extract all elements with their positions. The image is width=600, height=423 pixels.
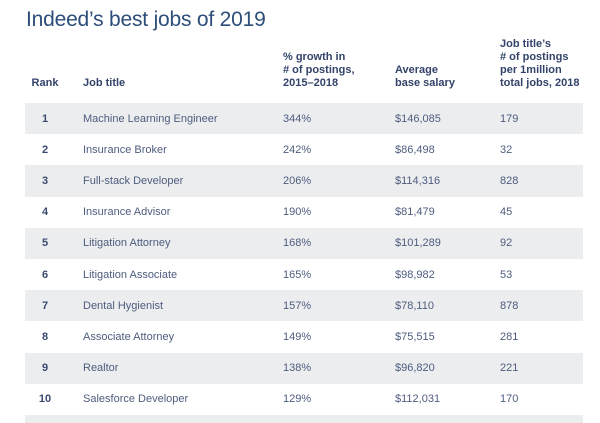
table-header-row: Rank Job title % growth in # of postings… <box>25 36 583 90</box>
table-row: 4 Insurance Advisor 190% $81,479 45 <box>25 197 583 228</box>
cell-postings: 221 <box>500 362 519 375</box>
cell-job-title: Dental Hygienist <box>83 299 164 312</box>
cell-growth: 129% <box>283 393 312 406</box>
cell-growth: 344% <box>283 112 312 125</box>
table-row: 3 Full-stack Developer 206% $114,316 828 <box>25 165 583 197</box>
cell-job-title: Machine Learning Engineer <box>83 112 218 125</box>
cell-salary: $75,515 <box>395 330 435 343</box>
cell-postings: 878 <box>500 299 519 312</box>
cell-growth: 206% <box>283 174 312 187</box>
cell-postings: 45 <box>500 206 513 219</box>
cell-job-title: Litigation Associate <box>83 268 178 281</box>
column-header-job-title: Job title <box>83 77 126 89</box>
table-row-partial <box>25 414 583 423</box>
cell-rank: 3 <box>41 174 49 187</box>
cell-job-title: Insurance Broker <box>83 143 167 156</box>
cell-salary: $81,479 <box>395 206 435 219</box>
cell-postings: 53 <box>500 268 513 281</box>
page-title: Indeed’s best jobs of 2019 <box>26 8 266 31</box>
cell-postings: 32 <box>500 143 513 156</box>
cell-salary: $101,289 <box>395 237 441 250</box>
column-header-postings: Job title’s # of postings per 1million t… <box>500 38 580 89</box>
cell-salary: $96,820 <box>395 362 435 375</box>
cell-job-title: Associate Attorney <box>83 330 175 343</box>
table-body: 1 Machine Learning Engineer 344% $146,08… <box>25 103 583 423</box>
cell-growth: 242% <box>283 143 312 156</box>
cell-salary: $112,031 <box>395 393 441 406</box>
cell-postings: 92 <box>500 237 513 250</box>
cell-rank: 7 <box>41 299 49 312</box>
cell-postings: 828 <box>500 174 519 187</box>
cell-salary: $78,110 <box>395 299 434 312</box>
column-header-growth: % growth in # of postings, 2015–2018 <box>283 51 355 89</box>
cell-rank: 1 <box>41 112 49 125</box>
cell-salary: $146,085 <box>395 112 441 125</box>
cell-growth: 157% <box>283 299 312 312</box>
cell-rank: 6 <box>41 268 49 281</box>
cell-rank: 9 <box>41 362 49 375</box>
cell-job-title: Insurance Advisor <box>83 206 171 219</box>
cell-job-title: Salesforce Developer <box>83 393 189 406</box>
cell-rank: 10 <box>38 393 52 406</box>
cell-job-title: Realtor <box>83 362 119 375</box>
column-header-salary: Average base salary <box>395 64 455 89</box>
cell-growth: 190% <box>283 206 312 219</box>
table-row: 9 Realtor 138% $96,820 221 <box>25 352 583 384</box>
cell-salary: $86,498 <box>395 143 435 156</box>
column-header-rank: Rank <box>31 77 59 89</box>
table-row: 7 Dental Hygienist 157% $78,110 878 <box>25 290 583 322</box>
cell-rank: 8 <box>41 330 49 343</box>
cell-growth: 149% <box>283 330 312 343</box>
cell-growth: 165% <box>283 268 312 281</box>
cell-growth: 138% <box>283 362 312 375</box>
cell-postings: 179 <box>500 112 519 125</box>
cell-rank: 4 <box>41 206 49 219</box>
cell-rank: 5 <box>41 237 49 250</box>
cell-salary: $114,316 <box>395 174 441 187</box>
cell-growth: 168% <box>283 237 312 250</box>
cell-salary: $98,982 <box>395 268 435 281</box>
table-row: 10 Salesforce Developer 129% $112,031 17… <box>25 384 583 415</box>
cell-rank: 2 <box>41 143 49 156</box>
cell-postings: 281 <box>500 330 519 343</box>
table-row: 1 Machine Learning Engineer 344% $146,08… <box>25 103 583 135</box>
cell-postings: 170 <box>500 393 519 406</box>
table-row: 5 Litigation Attorney 168% $101,289 92 <box>25 227 583 259</box>
table-row: 8 Associate Attorney 149% $75,515 281 <box>25 321 583 352</box>
table-row: 6 Litigation Associate 165% $98,982 53 <box>25 259 583 290</box>
cell-job-title: Full-stack Developer <box>83 174 184 187</box>
table-row: 2 Insurance Broker 242% $86,498 32 <box>25 134 583 165</box>
cell-job-title: Litigation Attorney <box>83 237 171 250</box>
